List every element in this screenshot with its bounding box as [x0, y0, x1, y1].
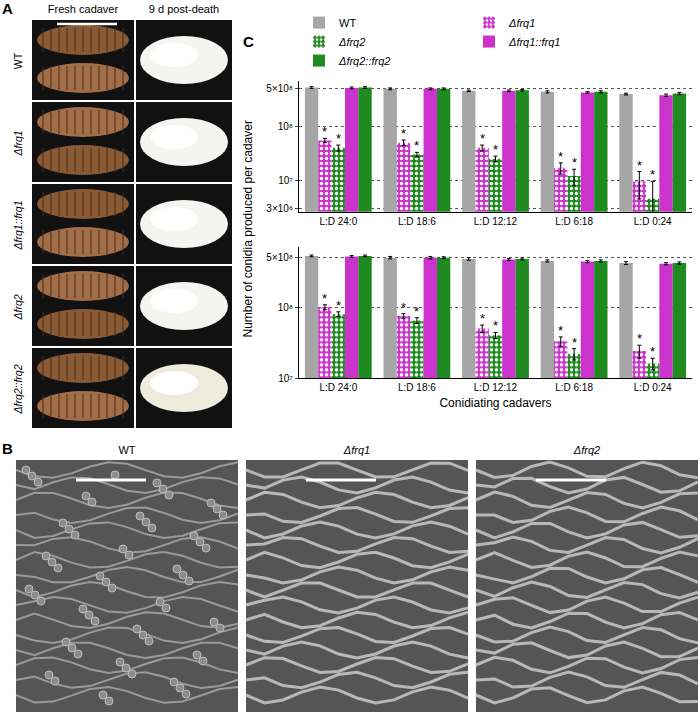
svg-text:Δfrq2::frq2: Δfrq2::frq2	[338, 55, 390, 67]
svg-text:*: *	[493, 142, 498, 157]
svg-text:*: *	[572, 335, 577, 350]
svg-text:5×10⁸: 5×10⁸	[266, 83, 293, 94]
svg-text:L:D 24:0: L:D 24:0	[319, 216, 357, 227]
svg-text:5×10⁸: 5×10⁸	[266, 252, 293, 263]
svg-text:Δfrq1: Δfrq1	[343, 444, 370, 456]
svg-text:10⁷: 10⁷	[278, 175, 293, 186]
svg-text:Δfrq1::frq1: Δfrq1::frq1	[12, 200, 24, 250]
svg-text:Number of conidia produced per: Number of conidia produced per cadaver	[241, 120, 255, 337]
svg-text:*: *	[650, 167, 655, 182]
svg-text:L:D 6:18: L:D 6:18	[555, 382, 593, 393]
svg-text:L:D 12:12: L:D 12:12	[474, 382, 518, 393]
svg-text:*: *	[637, 331, 642, 346]
svg-text:10⁷: 10⁷	[278, 373, 293, 384]
svg-text:Δfrq2: Δfrq2	[573, 444, 600, 456]
svg-text:*: *	[480, 131, 485, 146]
svg-text:WT: WT	[12, 52, 24, 69]
svg-text:*: *	[493, 318, 498, 333]
svg-text:9 d post-death: 9 d post-death	[149, 3, 219, 15]
svg-text:*: *	[401, 300, 406, 315]
svg-text:*: *	[558, 323, 563, 338]
svg-text:*: *	[414, 138, 419, 153]
svg-text:*: *	[650, 344, 655, 359]
svg-text:Δfrq2: Δfrq2	[12, 294, 24, 320]
svg-text:10⁸: 10⁸	[278, 302, 293, 313]
svg-text:*: *	[322, 291, 327, 306]
svg-text:*: *	[336, 298, 341, 313]
svg-text:L:D 18:6: L:D 18:6	[398, 216, 436, 227]
svg-text:Δfrq2: Δfrq2	[338, 36, 365, 48]
svg-text:A: A	[2, 0, 13, 17]
svg-text:Δfrq1: Δfrq1	[508, 17, 535, 29]
svg-text:*: *	[322, 124, 327, 139]
svg-text:WT: WT	[118, 444, 135, 456]
svg-text:3×10⁶: 3×10⁶	[266, 203, 293, 214]
svg-text:*: *	[572, 155, 577, 170]
svg-text:Conidiating cadavers: Conidiating cadavers	[439, 396, 551, 410]
svg-text:L:D 12:12: L:D 12:12	[474, 216, 518, 227]
svg-text:L:D 18:6: L:D 18:6	[398, 382, 436, 393]
svg-text:*: *	[336, 131, 341, 146]
svg-text:*: *	[480, 311, 485, 326]
svg-text:*: *	[414, 304, 419, 319]
svg-text:Δfrq1::frq1: Δfrq1::frq1	[508, 36, 560, 48]
svg-text:Fresh cadaver: Fresh cadaver	[48, 3, 119, 15]
svg-text:*: *	[401, 126, 406, 141]
svg-text:L:D 0:24: L:D 0:24	[634, 216, 672, 227]
svg-text:Δfrq2::frq2: Δfrq2::frq2	[12, 364, 24, 414]
svg-text:B: B	[2, 440, 13, 457]
svg-text:10⁸: 10⁸	[278, 121, 293, 132]
svg-text:*: *	[558, 149, 563, 164]
svg-text:C: C	[243, 33, 254, 50]
svg-text:L:D 0:24: L:D 0:24	[634, 382, 672, 393]
svg-text:L:D 24:0: L:D 24:0	[319, 382, 357, 393]
svg-text:L:D 6:18: L:D 6:18	[555, 216, 593, 227]
svg-text:Δfrq1: Δfrq1	[12, 130, 24, 156]
svg-text:*: *	[637, 158, 642, 173]
svg-text:WT: WT	[339, 17, 356, 29]
